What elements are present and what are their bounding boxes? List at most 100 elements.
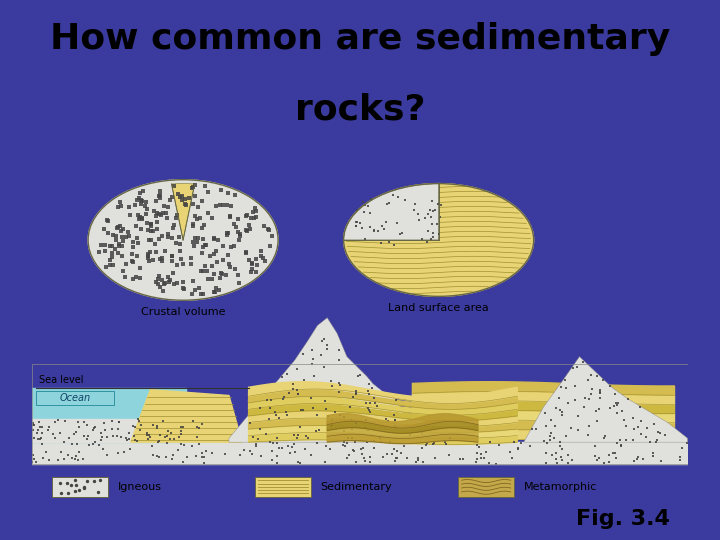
Point [562, 451, 574, 460]
Point [161, 208, 172, 217]
Point [220, 271, 232, 279]
Point [34, 434, 45, 443]
Point [78, 417, 89, 426]
Point [140, 198, 152, 207]
Point [642, 424, 653, 433]
Circle shape [343, 184, 534, 296]
Point [153, 436, 165, 445]
Point [611, 439, 623, 448]
Point [166, 455, 178, 463]
Point [351, 222, 362, 231]
Point [171, 261, 183, 270]
Point [107, 231, 119, 240]
Point [55, 489, 66, 497]
Point [282, 442, 294, 451]
Point [166, 251, 177, 260]
Point [244, 419, 256, 428]
Point [325, 376, 336, 385]
Point [410, 457, 421, 466]
Point [82, 431, 94, 440]
Point [230, 222, 242, 231]
Point [632, 452, 644, 461]
Point [595, 389, 606, 397]
Point [181, 453, 192, 461]
Point [127, 258, 139, 266]
Point [163, 273, 174, 281]
Point [358, 444, 369, 453]
Point [550, 403, 562, 412]
Point [159, 433, 171, 441]
Point [95, 428, 107, 437]
Point [131, 437, 143, 445]
Point [362, 387, 374, 396]
Point [42, 425, 54, 434]
Point [420, 430, 431, 439]
Point [454, 454, 466, 463]
Point [363, 380, 374, 389]
Point [338, 413, 349, 421]
Point [153, 191, 164, 200]
Polygon shape [413, 382, 675, 395]
Point [179, 200, 191, 209]
Point [177, 423, 189, 431]
Point [145, 219, 157, 228]
Point [215, 268, 226, 277]
Point [195, 267, 207, 275]
Point [274, 414, 285, 423]
Point [311, 411, 323, 420]
Point [475, 454, 487, 462]
Point [389, 457, 400, 465]
Point [175, 255, 186, 264]
Point [266, 232, 277, 240]
Point [221, 200, 233, 209]
Point [168, 220, 180, 229]
Point [383, 199, 395, 207]
Point [59, 455, 71, 463]
Point [101, 216, 112, 225]
Point [133, 417, 145, 426]
Point [158, 201, 170, 210]
Point [654, 428, 665, 437]
Point [384, 437, 395, 446]
Point [382, 450, 393, 458]
Point [545, 428, 557, 437]
Point [113, 240, 125, 248]
Point [368, 437, 379, 445]
Point [264, 241, 276, 250]
Point [614, 436, 626, 444]
Point [594, 394, 606, 403]
Point [193, 440, 204, 449]
Point [48, 430, 59, 439]
Point [217, 256, 229, 265]
Point [102, 432, 113, 441]
Point [583, 421, 595, 430]
Point [570, 381, 581, 390]
Point [100, 263, 112, 272]
Point [127, 250, 138, 259]
Point [145, 227, 157, 235]
Point [372, 402, 383, 410]
Polygon shape [248, 403, 517, 421]
Point [471, 455, 482, 464]
Point [354, 370, 366, 379]
Point [140, 210, 151, 218]
Point [129, 436, 140, 444]
Point [132, 238, 143, 247]
Point [115, 201, 127, 210]
Point [132, 415, 144, 423]
Polygon shape [32, 388, 186, 442]
Point [302, 433, 314, 442]
Point [485, 438, 496, 447]
Point [397, 228, 408, 237]
Point [110, 236, 122, 245]
Point [61, 478, 73, 487]
Point [350, 389, 361, 398]
Point [591, 456, 603, 464]
Point [151, 452, 163, 461]
Point [283, 389, 294, 398]
Point [166, 257, 177, 266]
Point [135, 188, 146, 197]
Point [161, 214, 173, 223]
Point [240, 212, 251, 220]
Point [647, 451, 659, 460]
